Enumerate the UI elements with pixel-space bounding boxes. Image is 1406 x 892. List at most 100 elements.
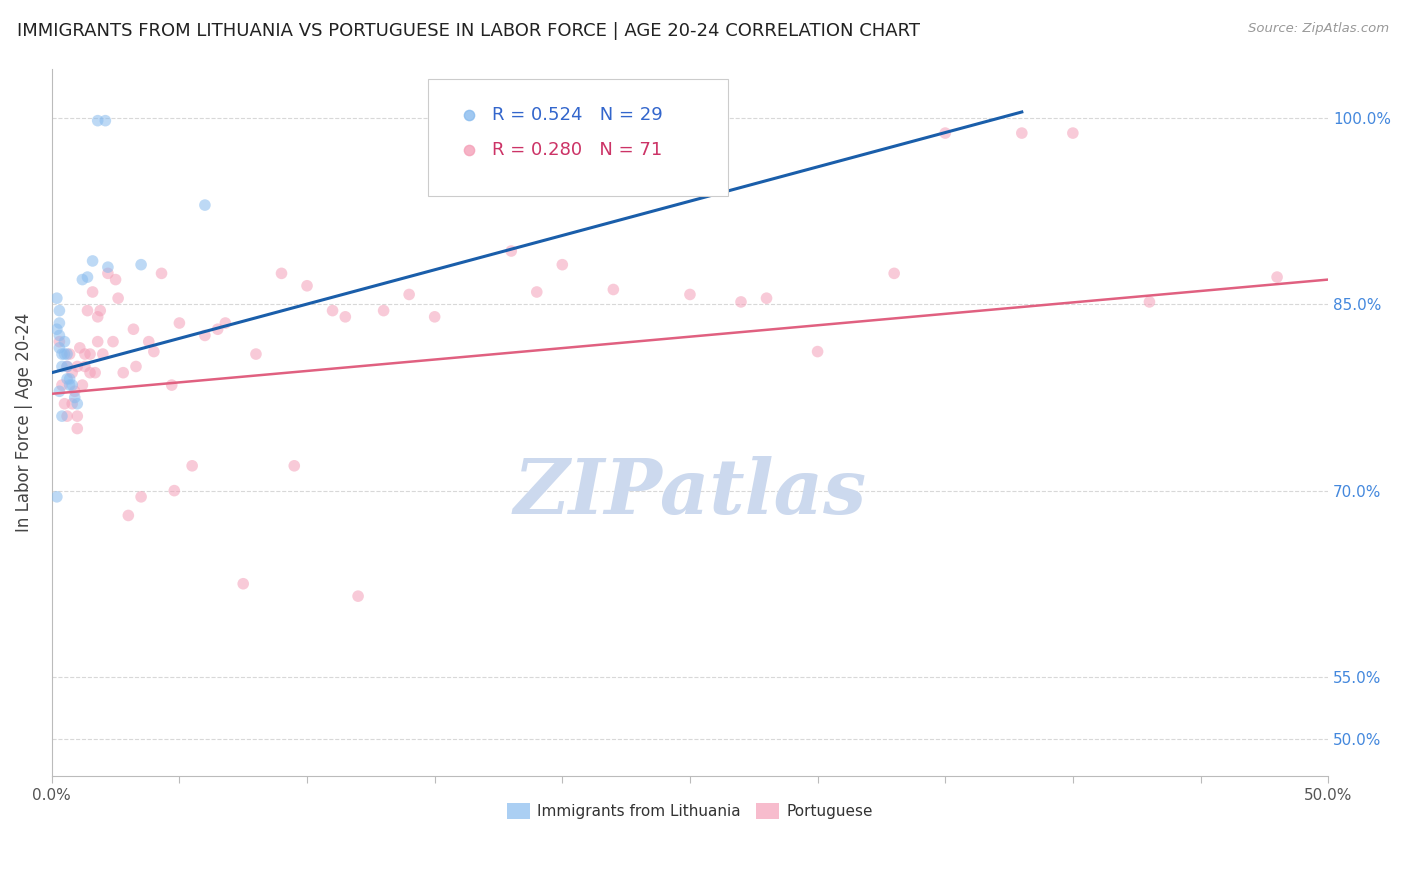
Point bbox=[51, 409, 73, 424]
Point bbox=[602, 283, 624, 297]
Point bbox=[551, 258, 574, 272]
Point bbox=[84, 366, 107, 380]
Point bbox=[59, 378, 82, 392]
Point bbox=[214, 316, 236, 330]
Point bbox=[56, 359, 79, 374]
Point bbox=[59, 372, 82, 386]
Point bbox=[56, 359, 79, 374]
Point bbox=[97, 260, 120, 275]
Point bbox=[207, 322, 229, 336]
Point bbox=[48, 316, 70, 330]
Point bbox=[129, 490, 152, 504]
Point bbox=[59, 347, 82, 361]
Point bbox=[60, 378, 83, 392]
Point bbox=[125, 359, 148, 374]
Point bbox=[883, 266, 905, 280]
Text: IMMIGRANTS FROM LITHUANIA VS PORTUGUESE IN LABOR FORCE | AGE 20-24 CORRELATION C: IMMIGRANTS FROM LITHUANIA VS PORTUGUESE … bbox=[17, 22, 920, 40]
Point bbox=[117, 508, 139, 523]
Point bbox=[270, 266, 292, 280]
Point bbox=[122, 322, 145, 336]
Point bbox=[66, 409, 89, 424]
Point bbox=[48, 328, 70, 343]
Point bbox=[679, 287, 702, 301]
Legend: Immigrants from Lithuania, Portuguese: Immigrants from Lithuania, Portuguese bbox=[501, 797, 879, 825]
Point bbox=[86, 310, 108, 324]
Point bbox=[45, 490, 67, 504]
Point bbox=[934, 126, 956, 140]
Point bbox=[97, 266, 120, 280]
Point bbox=[60, 366, 83, 380]
Y-axis label: In Labor Force | Age 20-24: In Labor Force | Age 20-24 bbox=[15, 313, 32, 532]
Point bbox=[48, 341, 70, 355]
Point bbox=[51, 347, 73, 361]
Point bbox=[86, 334, 108, 349]
Point bbox=[322, 303, 344, 318]
Point bbox=[53, 334, 76, 349]
Text: R = 0.524   N = 29: R = 0.524 N = 29 bbox=[492, 105, 662, 123]
Point bbox=[53, 397, 76, 411]
Point bbox=[150, 266, 173, 280]
Point bbox=[129, 258, 152, 272]
Point bbox=[72, 272, 94, 286]
Point bbox=[45, 291, 67, 305]
Text: Source: ZipAtlas.com: Source: ZipAtlas.com bbox=[1249, 22, 1389, 36]
Point bbox=[48, 334, 70, 349]
Point bbox=[69, 341, 91, 355]
Point bbox=[45, 322, 67, 336]
Point bbox=[73, 347, 96, 361]
Point bbox=[373, 303, 395, 318]
Point bbox=[250, 781, 273, 796]
Point bbox=[232, 576, 254, 591]
Point bbox=[398, 287, 420, 301]
Point bbox=[107, 291, 129, 305]
Point bbox=[1062, 126, 1084, 140]
Point bbox=[56, 409, 79, 424]
Text: R = 0.280   N = 71: R = 0.280 N = 71 bbox=[492, 141, 662, 159]
Point bbox=[138, 334, 160, 349]
Point bbox=[730, 294, 752, 309]
Point bbox=[76, 303, 98, 318]
Point bbox=[526, 285, 548, 299]
Point bbox=[163, 483, 186, 498]
Point bbox=[1139, 294, 1161, 309]
Point bbox=[63, 384, 86, 399]
Point bbox=[101, 334, 124, 349]
Point bbox=[104, 272, 127, 286]
Point bbox=[91, 347, 114, 361]
Point bbox=[423, 310, 446, 324]
Point bbox=[876, 192, 898, 206]
Point bbox=[112, 366, 135, 380]
Point bbox=[449, 154, 471, 169]
Point bbox=[755, 291, 778, 305]
Point bbox=[56, 372, 79, 386]
Point bbox=[194, 198, 217, 212]
Point bbox=[60, 397, 83, 411]
Point bbox=[48, 384, 70, 399]
Point bbox=[806, 344, 828, 359]
Point bbox=[501, 244, 523, 258]
Point bbox=[89, 303, 111, 318]
Point bbox=[76, 270, 98, 285]
Point bbox=[48, 303, 70, 318]
FancyBboxPatch shape bbox=[429, 79, 728, 196]
Point bbox=[56, 347, 79, 361]
Point bbox=[142, 344, 165, 359]
Text: ZIPatlas: ZIPatlas bbox=[513, 456, 866, 530]
Point bbox=[66, 359, 89, 374]
Point bbox=[1265, 270, 1288, 285]
Point bbox=[194, 328, 217, 343]
Point bbox=[283, 458, 305, 473]
Point bbox=[82, 254, 104, 268]
Point bbox=[245, 347, 267, 361]
Point bbox=[1011, 126, 1033, 140]
Point bbox=[335, 310, 357, 324]
Point bbox=[51, 359, 73, 374]
Point bbox=[86, 113, 108, 128]
Point bbox=[51, 378, 73, 392]
Point bbox=[79, 347, 101, 361]
Point bbox=[94, 113, 117, 128]
Point bbox=[160, 378, 183, 392]
Point bbox=[169, 316, 191, 330]
Point bbox=[63, 391, 86, 405]
Point bbox=[73, 359, 96, 374]
